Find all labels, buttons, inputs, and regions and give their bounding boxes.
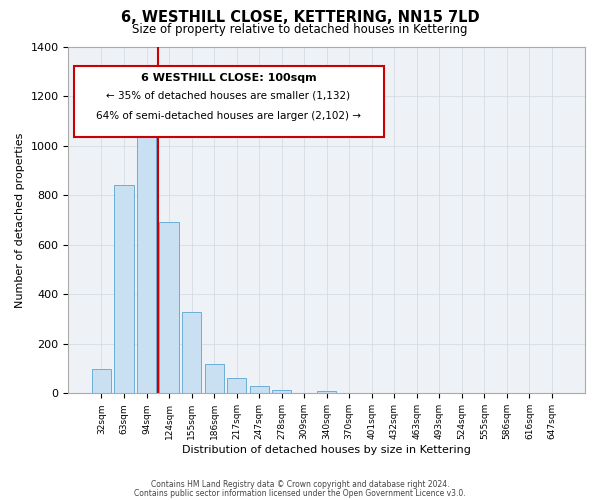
Bar	[115, 185, 134, 394]
FancyBboxPatch shape	[74, 66, 383, 136]
Bar	[92, 368, 111, 394]
Bar	[250, 386, 269, 394]
Text: ← 35% of detached houses are smaller (1,132): ← 35% of detached houses are smaller (1,…	[106, 90, 350, 100]
Bar	[160, 222, 179, 394]
Bar	[182, 312, 201, 394]
Bar	[137, 126, 156, 394]
Text: 6, WESTHILL CLOSE, KETTERING, NN15 7LD: 6, WESTHILL CLOSE, KETTERING, NN15 7LD	[121, 10, 479, 25]
Text: Contains public sector information licensed under the Open Government Licence v3: Contains public sector information licen…	[134, 488, 466, 498]
Bar	[205, 364, 224, 394]
Text: 6 WESTHILL CLOSE: 100sqm: 6 WESTHILL CLOSE: 100sqm	[141, 72, 316, 83]
Text: 64% of semi-detached houses are larger (2,102) →: 64% of semi-detached houses are larger (…	[96, 111, 361, 121]
Bar	[227, 378, 246, 394]
X-axis label: Distribution of detached houses by size in Kettering: Distribution of detached houses by size …	[182, 445, 471, 455]
Text: Size of property relative to detached houses in Kettering: Size of property relative to detached ho…	[132, 22, 468, 36]
Bar	[317, 391, 336, 394]
Y-axis label: Number of detached properties: Number of detached properties	[15, 132, 25, 308]
Text: Contains HM Land Registry data © Crown copyright and database right 2024.: Contains HM Land Registry data © Crown c…	[151, 480, 449, 489]
Bar	[272, 390, 291, 394]
